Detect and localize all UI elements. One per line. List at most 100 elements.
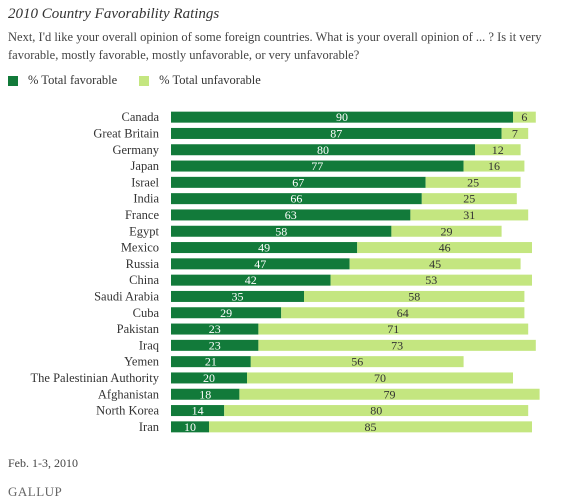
category-label-pakistan: Pakistan [117, 322, 160, 336]
bar-unfavorable-egypt [391, 225, 502, 237]
category-label-india: India [133, 192, 159, 206]
bar-favorable-great-britain [171, 127, 502, 139]
bar-unfavorable-israel [425, 176, 521, 188]
chart-subtitle: Next, I'd like your overall opinion of s… [8, 30, 542, 62]
value-label-favorable-the-palestinian-authority: 20 [203, 371, 215, 385]
bar-favorable-france [171, 209, 411, 221]
value-label-unfavorable-israel: 25 [467, 175, 479, 189]
bar-favorable-japan [171, 160, 464, 172]
bar-favorable-iran [171, 421, 209, 433]
value-label-favorable-mexico: 49 [258, 241, 270, 255]
bar-unfavorable-japan [463, 160, 525, 172]
value-label-favorable-yemen: 21 [205, 355, 217, 369]
bar-unfavorable-iraq [258, 339, 536, 351]
value-label-favorable-cuba: 29 [220, 306, 232, 320]
bar-unfavorable-germany [475, 144, 521, 156]
value-label-favorable-egypt: 58 [275, 224, 287, 238]
value-label-favorable-india: 66 [290, 192, 302, 206]
bar-favorable-north-korea [171, 405, 225, 417]
value-label-favorable-pakistan: 23 [209, 322, 221, 336]
value-label-unfavorable-north-korea: 80 [370, 404, 382, 418]
category-label-mexico: Mexico [121, 241, 159, 255]
category-label-japan: Japan [131, 159, 160, 173]
value-label-unfavorable-iran: 85 [365, 420, 377, 434]
bar-favorable-canada [171, 111, 513, 123]
bar-unfavorable-cuba [281, 307, 525, 319]
category-label-afghanistan: Afghanistan [98, 387, 160, 401]
category-label-egypt: Egypt [129, 224, 159, 238]
bar-unfavorable-canada [513, 111, 536, 123]
bar-favorable-afghanistan [171, 388, 240, 400]
category-label-the-palestinian-authority: The Palestinian Authority [31, 371, 160, 385]
value-label-unfavorable-iraq: 73 [391, 338, 403, 352]
legend: % Total favorable % Total unfavorable [8, 73, 283, 88]
bar-unfavorable-yemen [250, 356, 464, 368]
value-label-favorable-germany: 80 [317, 143, 329, 157]
bar-favorable-mexico [171, 242, 358, 254]
category-label-canada: Canada [122, 110, 160, 124]
category-label-france: France [125, 208, 159, 222]
bar-favorable-pakistan [171, 323, 259, 335]
value-label-unfavorable-india: 25 [463, 192, 475, 206]
value-label-unfavorable-afghanistan: 79 [384, 387, 396, 401]
category-label-yemen: Yemen [124, 355, 160, 369]
value-label-favorable-iraq: 23 [209, 338, 221, 352]
bar-favorable-the-palestinian-authority [171, 372, 247, 384]
value-label-unfavorable-mexico: 46 [439, 241, 451, 255]
bar-unfavorable-pakistan [258, 323, 529, 335]
bar-favorable-israel [171, 176, 426, 188]
gallup-logo: GALLUP [8, 484, 63, 499]
legend-swatch-favorable [8, 75, 18, 86]
value-label-favorable-china: 42 [245, 273, 257, 287]
legend-item-unfavorable: % Total unfavorable [139, 73, 261, 88]
value-label-favorable-saudi-arabia: 35 [232, 289, 244, 303]
value-label-favorable-afghanistan: 18 [199, 387, 211, 401]
chart-title: 2010 Country Favorability Ratings [8, 6, 220, 22]
bar-chart: Canada 90 6 Great Britain 87 7 Germany 80 12 Japa… [31, 110, 540, 434]
value-label-unfavorable-egypt: 29 [441, 224, 453, 238]
legend-label-favorable: % Total favorable [28, 73, 118, 87]
bar-unfavorable-great-britain [501, 127, 529, 139]
legend-label-unfavorable: % Total unfavorable [159, 73, 261, 87]
value-label-favorable-iran: 10 [184, 420, 196, 434]
bar-unfavorable-china [330, 274, 532, 286]
value-label-favorable-north-korea: 14 [192, 404, 204, 418]
value-label-unfavorable-canada: 6 [521, 110, 527, 124]
value-label-unfavorable-china: 53 [425, 273, 437, 287]
category-label-russia: Russia [126, 257, 160, 271]
bar-unfavorable-north-korea [224, 405, 529, 417]
value-label-favorable-canada: 90 [336, 110, 348, 124]
value-label-unfavorable-cuba: 64 [397, 306, 409, 320]
category-label-israel: Israel [131, 175, 159, 189]
value-label-favorable-japan: 77 [311, 159, 323, 173]
bar-unfavorable-the-palestinian-authority [247, 372, 513, 384]
bar-unfavorable-mexico [357, 242, 532, 254]
bar-unfavorable-afghanistan [239, 388, 540, 400]
value-label-unfavorable-germany: 12 [492, 143, 504, 157]
category-label-great-britain: Great Britain [93, 126, 159, 140]
legend-item-favorable: % Total favorable [8, 73, 117, 88]
legend-swatch-unfavorable [139, 75, 150, 86]
value-label-unfavorable-the-palestinian-authority: 70 [374, 371, 386, 385]
bar-favorable-saudi-arabia [171, 290, 304, 302]
value-label-unfavorable-pakistan: 71 [387, 322, 399, 336]
bar-favorable-china [171, 274, 331, 286]
value-label-unfavorable-russia: 45 [429, 257, 441, 271]
category-label-cuba: Cuba [133, 306, 160, 320]
value-label-favorable-israel: 67 [292, 175, 304, 189]
bar-favorable-cuba [171, 307, 282, 319]
value-label-unfavorable-france: 31 [463, 208, 475, 222]
survey-date: Feb. 1-3, 2010 [8, 456, 78, 470]
value-label-favorable-great-britain: 87 [330, 126, 342, 140]
bar-favorable-egypt [171, 225, 392, 237]
category-label-saudi-arabia: Saudi Arabia [94, 289, 159, 303]
value-label-favorable-france: 63 [285, 208, 297, 222]
category-label-iran: Iran [139, 420, 160, 434]
bar-favorable-india [171, 193, 422, 205]
category-label-north-korea: North Korea [96, 404, 159, 418]
value-label-unfavorable-great-britain: 7 [512, 126, 518, 140]
bar-unfavorable-russia [349, 258, 521, 270]
bar-unfavorable-iran [209, 421, 532, 433]
bar-unfavorable-india [421, 193, 517, 205]
bar-favorable-iraq [171, 339, 259, 351]
